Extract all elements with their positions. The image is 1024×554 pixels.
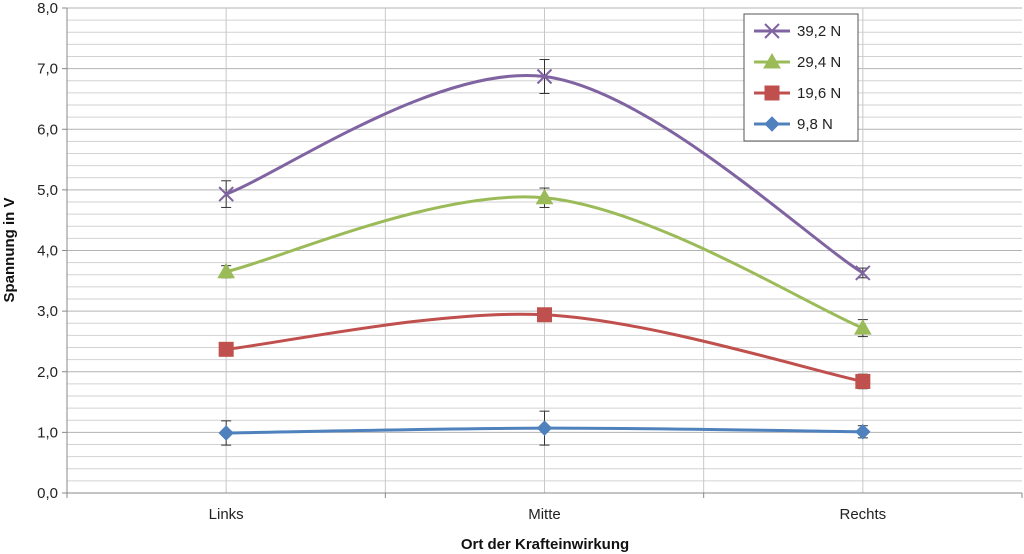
data-point-square-marker: [218, 341, 234, 357]
data-point-square-marker: [855, 373, 871, 389]
y-tick-label: 8,0: [37, 0, 58, 17]
data-point-triangle-marker: [853, 319, 872, 335]
data-point-square-marker: [764, 85, 780, 101]
series-39-2-n: [218, 59, 871, 281]
legend-label: 29,4 N: [797, 54, 841, 71]
data-point-diamond-marker: [764, 116, 780, 132]
data-point-diamond-marker: [536, 420, 553, 436]
y-tick-label: 0,0: [37, 485, 58, 502]
tick-labels: 0,0 1,0 2,0 3,0 4,0 5,0 6,0 7,0 8,0 Links Mitte Rec…: [37, 0, 886, 523]
series-29-4-n: [217, 187, 872, 338]
x-tick-label: Rechts: [839, 506, 886, 523]
y-tick-label: 5,0: [37, 182, 58, 199]
x-tick-label: Links: [209, 506, 244, 523]
legend-label: 39,2 N: [797, 23, 841, 40]
axes: [62, 7, 1023, 498]
y-tick-label: 2,0: [37, 364, 58, 381]
data-point-x-marker: [764, 23, 780, 39]
data-point-diamond-marker: [855, 424, 871, 440]
y-tick-label: 7,0: [37, 61, 58, 78]
data-point-triangle-marker: [535, 188, 554, 205]
data-point-diamond-marker: [218, 425, 234, 441]
x-tick-label: Mitte: [528, 506, 561, 523]
data-point-square-marker: [537, 307, 552, 323]
data-point-x-marker: [855, 265, 871, 281]
y-tick-label: 3,0: [37, 303, 58, 320]
legend-entry: 39,2 N: [754, 23, 841, 40]
legend-entry: 19,6 N: [754, 85, 841, 102]
y-tick-label: 1,0: [37, 424, 58, 441]
x-axis-title: Ort der Krafteinwirkung: [461, 536, 629, 553]
data-point-triangle-marker: [217, 262, 236, 279]
legend: 39,2 N 29,4 N 19,6 N 9,8 N: [743, 13, 859, 142]
y-axis-title: Spannung in V: [1, 198, 18, 303]
legend-label: 9,8 N: [797, 116, 833, 133]
legend-box: [743, 13, 859, 142]
legend-entry: 29,4 N: [754, 52, 841, 71]
data-point-triangle-marker: [763, 52, 781, 69]
legend-label: 19,6 N: [797, 85, 841, 102]
y-tick-label: 4,0: [37, 243, 58, 260]
series-layer: [217, 59, 872, 446]
data-point-x-marker: [536, 68, 553, 85]
legend-entry: 9,8 N: [754, 116, 833, 133]
series-9-8-n: [218, 410, 871, 446]
data-point-x-marker: [218, 186, 234, 202]
series-19-6-n: [218, 307, 871, 390]
y-tick-label: 6,0: [37, 121, 58, 138]
